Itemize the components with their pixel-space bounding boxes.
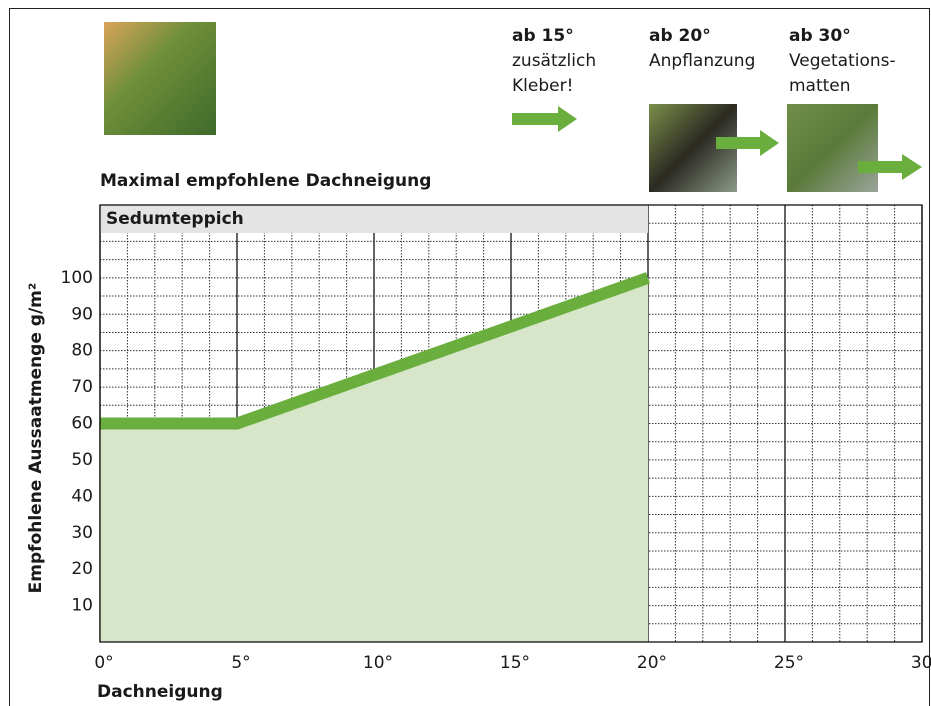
panel-label: Sedumteppich bbox=[106, 209, 244, 229]
x-tick-label: 5° bbox=[231, 653, 250, 673]
frame bbox=[9, 8, 930, 706]
y-tick-label: 50 bbox=[71, 450, 93, 470]
annotation-text: Vegetations- bbox=[789, 51, 896, 71]
x-tick-label: 25° bbox=[774, 653, 804, 673]
arrow bbox=[716, 130, 779, 156]
line bbox=[100, 272, 651, 430]
y-tick-label: 10 bbox=[71, 596, 93, 616]
y-tick-label: 20 bbox=[71, 559, 93, 579]
x-tick-label: 15° bbox=[500, 653, 530, 673]
y-tick-label: 30 bbox=[71, 523, 93, 543]
y-tick-label: 60 bbox=[71, 414, 93, 434]
x-tick-label: 10° bbox=[363, 653, 393, 673]
panel-header bbox=[100, 205, 648, 233]
x-tick-label: 30° bbox=[911, 653, 931, 673]
y-axis-label: Empfohlene Aussaatmenge g/m² bbox=[26, 283, 46, 594]
arrow bbox=[858, 154, 922, 180]
annotation-title: ab 15° bbox=[512, 26, 574, 46]
chart-title: Maximal empfohlene Dachneigung bbox=[100, 171, 431, 191]
annotation-title: ab 20° bbox=[649, 26, 711, 46]
annotation-title: ab 30° bbox=[789, 26, 851, 46]
plot-border bbox=[99, 204, 923, 643]
y-tick-label: 40 bbox=[71, 486, 93, 506]
y-tick-label: 80 bbox=[71, 341, 93, 361]
photo bbox=[104, 22, 216, 135]
arrow bbox=[512, 106, 577, 132]
annotation-text: matten bbox=[789, 76, 851, 96]
annotation-text: zusätzlich bbox=[512, 51, 596, 71]
y-tick-label: 90 bbox=[71, 304, 93, 324]
x-tick-label: 0° bbox=[94, 653, 113, 673]
y-tick-label: 70 bbox=[71, 377, 93, 397]
annotation-text: Anpflanzung bbox=[649, 51, 755, 71]
annotation-text: Kleber! bbox=[512, 76, 573, 96]
photo bbox=[787, 104, 878, 192]
x-tick-label: 20° bbox=[637, 653, 667, 673]
y-tick-label: 100 bbox=[61, 268, 93, 288]
x-axis-label: Dachneigung bbox=[97, 682, 223, 702]
area bbox=[100, 277, 648, 642]
